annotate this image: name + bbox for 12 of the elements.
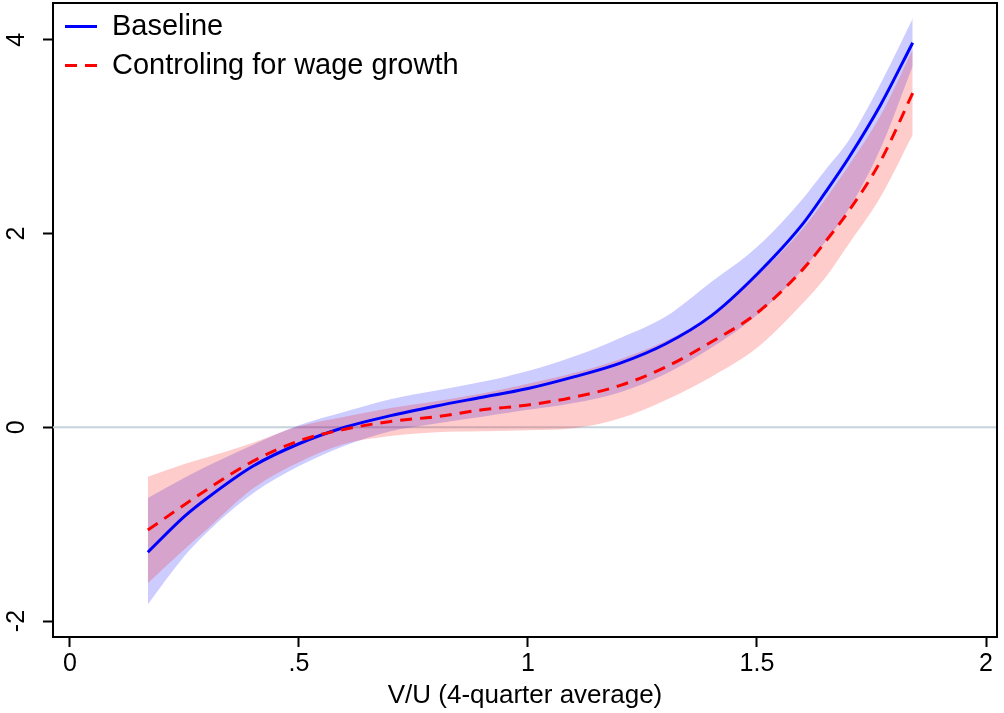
x-axis-title: V/U (4-quarter average) bbox=[387, 678, 663, 709]
x-tick-label: .5 bbox=[288, 647, 310, 676]
x-tick-label: 1 bbox=[521, 647, 535, 676]
x-tick-label: 2 bbox=[979, 647, 993, 676]
x-tick-label: 1.5 bbox=[739, 647, 775, 676]
y-tick-label: 0 bbox=[0, 420, 29, 435]
y-tick-label: -2 bbox=[0, 609, 29, 633]
x-tick-label: 0 bbox=[62, 647, 77, 676]
legend-label: Controling for wage growth bbox=[112, 47, 459, 80]
y-tick-label: 4 bbox=[0, 32, 29, 47]
y-tick-label: 2 bbox=[0, 226, 29, 241]
legend-label: Baseline bbox=[112, 8, 224, 41]
